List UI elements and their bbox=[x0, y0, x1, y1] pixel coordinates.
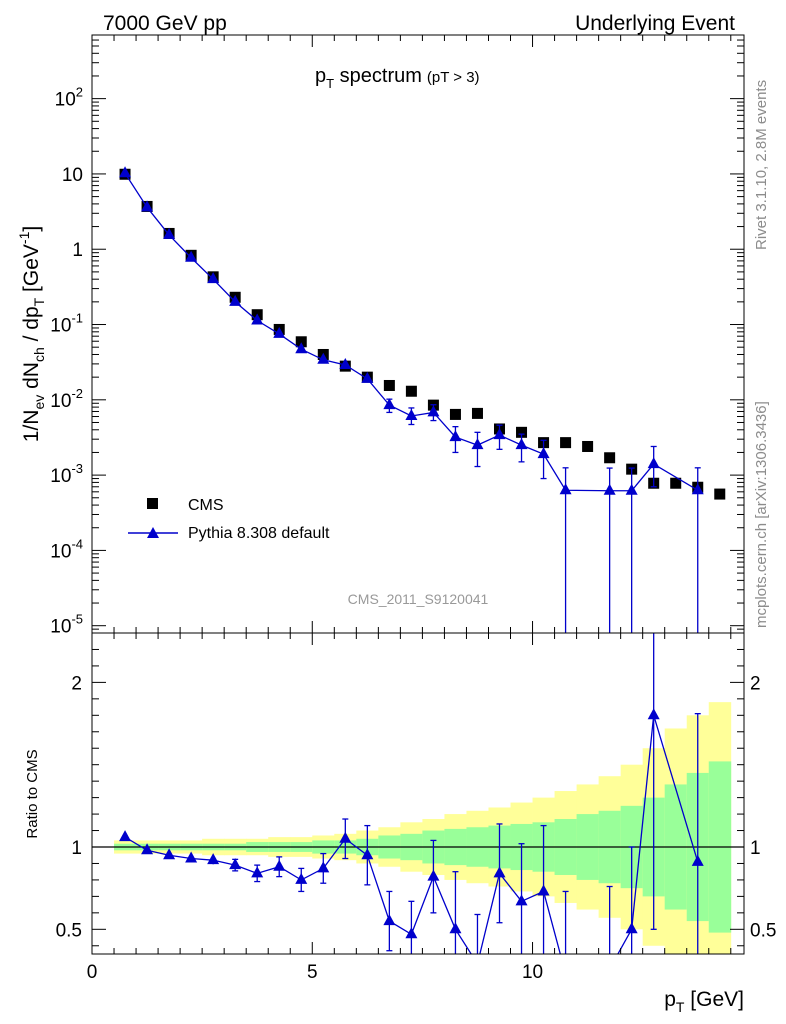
pythia-point bbox=[141, 200, 154, 212]
cms-point bbox=[714, 488, 726, 500]
watermark: CMS_2011_S9120041 bbox=[348, 591, 489, 607]
ratio-point bbox=[647, 708, 660, 720]
pythia-point bbox=[185, 250, 198, 262]
main-y-tick-label: 10-5 bbox=[50, 612, 83, 638]
pythia-point bbox=[691, 483, 704, 495]
ratio-point bbox=[493, 866, 506, 878]
main-frame bbox=[91, 34, 745, 634]
cms-point bbox=[670, 477, 682, 489]
ratio-point bbox=[185, 851, 198, 863]
ratio-point bbox=[625, 922, 638, 934]
pythia-point bbox=[625, 483, 638, 495]
ratio-point bbox=[537, 884, 550, 896]
rivet-label: Rivet 3.1.10, 2.8M events bbox=[753, 80, 770, 250]
pythia-point bbox=[405, 408, 418, 420]
pythia-point bbox=[339, 357, 352, 369]
ratio-point bbox=[273, 859, 286, 871]
ratio-y-tick-label-right: 2 bbox=[750, 673, 761, 694]
main-y-tick-label: 10-4 bbox=[50, 536, 83, 562]
ratio-x-tick-label: 0 bbox=[87, 962, 98, 983]
pythia-point bbox=[119, 166, 132, 178]
main-y-tick-label: 102 bbox=[55, 85, 83, 111]
pythia-point bbox=[273, 326, 286, 338]
pythia-point bbox=[383, 398, 396, 410]
ratio-point bbox=[207, 853, 220, 865]
pythia-point bbox=[515, 438, 528, 450]
ratio-ylabel: Ratio to CMS bbox=[24, 749, 41, 838]
cms-point bbox=[449, 408, 461, 420]
main-panel: 10-5 10-4 10-3 10-2 10-1 1 10 102 pT spectrum (p… bbox=[16, 34, 745, 638]
ratio-x-tick-label: 10 bbox=[522, 962, 543, 983]
cms-point bbox=[560, 437, 572, 449]
ratio-point bbox=[427, 869, 440, 881]
cms-point bbox=[471, 407, 483, 419]
ratio-point bbox=[691, 854, 704, 866]
pythia-point bbox=[361, 371, 374, 383]
pythia-point bbox=[427, 405, 440, 417]
pythia-point bbox=[471, 438, 484, 450]
pythia-point bbox=[295, 342, 308, 354]
pythia-point bbox=[647, 457, 660, 469]
main-y-tick-label: 10-3 bbox=[50, 461, 83, 487]
legend-cms-label: CMS bbox=[188, 497, 224, 514]
ratio-point bbox=[295, 872, 308, 884]
title-cut: (pT > 3) bbox=[427, 69, 480, 86]
main-y-tick-label: 10-1 bbox=[50, 311, 83, 337]
ratio-point bbox=[449, 922, 462, 934]
ratio-y-tick-label-left: 2 bbox=[71, 673, 82, 694]
pythia-point bbox=[603, 483, 616, 495]
ratio-y-tick-label-right: 0.5 bbox=[750, 920, 776, 941]
ratio-panel: 0 5 10 0.5 0.5 1 1 2 2 Ratio to CMS pT [GeV] bbox=[24, 632, 776, 1015]
pythia-point bbox=[251, 313, 264, 325]
mcplots-label: mcplots.cern.ch [arXiv:1306.3436] bbox=[753, 401, 770, 628]
ratio-point bbox=[515, 894, 528, 906]
pythia-point bbox=[493, 428, 506, 440]
ratio-point bbox=[317, 861, 330, 873]
ratio-xlabel: pT [GeV] bbox=[664, 988, 744, 1015]
ratio-x-tick-label: 5 bbox=[307, 962, 318, 983]
title-subscript: T bbox=[326, 76, 334, 91]
ratio-y-tick-label-right: 1 bbox=[750, 838, 761, 859]
ratio-point bbox=[141, 843, 154, 855]
main-y-tick-label: 1 bbox=[72, 240, 83, 261]
pythia-point bbox=[537, 447, 550, 459]
ratio-point bbox=[229, 858, 242, 870]
cms-point bbox=[295, 336, 307, 348]
ratio-point bbox=[163, 848, 176, 860]
ratio-point bbox=[339, 831, 352, 843]
ratio-y-tick-label-left: 1 bbox=[71, 838, 82, 859]
main-y-tick-label: 10-2 bbox=[50, 386, 83, 412]
header-right: Underlying Event bbox=[575, 12, 735, 35]
ratio-point bbox=[251, 866, 264, 878]
pythia-point bbox=[449, 430, 462, 442]
cms-point bbox=[582, 440, 594, 452]
title-main: p bbox=[315, 65, 326, 87]
main-y-tick-label: 10 bbox=[62, 165, 83, 186]
legend-pythia-label: Pythia 8.308 default bbox=[188, 525, 330, 542]
cms-point bbox=[405, 385, 417, 397]
main-ylabel: 1/Nev dNch / dpT [GeV-1] bbox=[16, 226, 47, 442]
legend-cms-marker bbox=[147, 498, 158, 509]
pythia-point bbox=[559, 483, 572, 495]
cms-point bbox=[604, 452, 616, 464]
pythia-point bbox=[207, 272, 220, 284]
ratio-point bbox=[119, 830, 132, 842]
main-title: pT spectrum (pT > 3) bbox=[315, 65, 480, 91]
pythia-point bbox=[317, 352, 330, 364]
cms-point bbox=[383, 379, 395, 391]
pythia-point bbox=[163, 227, 176, 239]
legend-pythia-marker bbox=[147, 527, 159, 538]
header-left: 7000 GeV pp bbox=[103, 12, 227, 35]
ratio-y-tick-label-left: 0.5 bbox=[56, 920, 82, 941]
ratio-point bbox=[383, 914, 396, 926]
title-rest: spectrum bbox=[334, 65, 422, 87]
pythia-line bbox=[124, 172, 699, 492]
ratio-frame bbox=[91, 632, 745, 955]
pythia-point bbox=[229, 294, 242, 306]
ratio-point bbox=[405, 927, 418, 939]
cms-point bbox=[516, 426, 528, 438]
ratio-point bbox=[361, 848, 374, 860]
